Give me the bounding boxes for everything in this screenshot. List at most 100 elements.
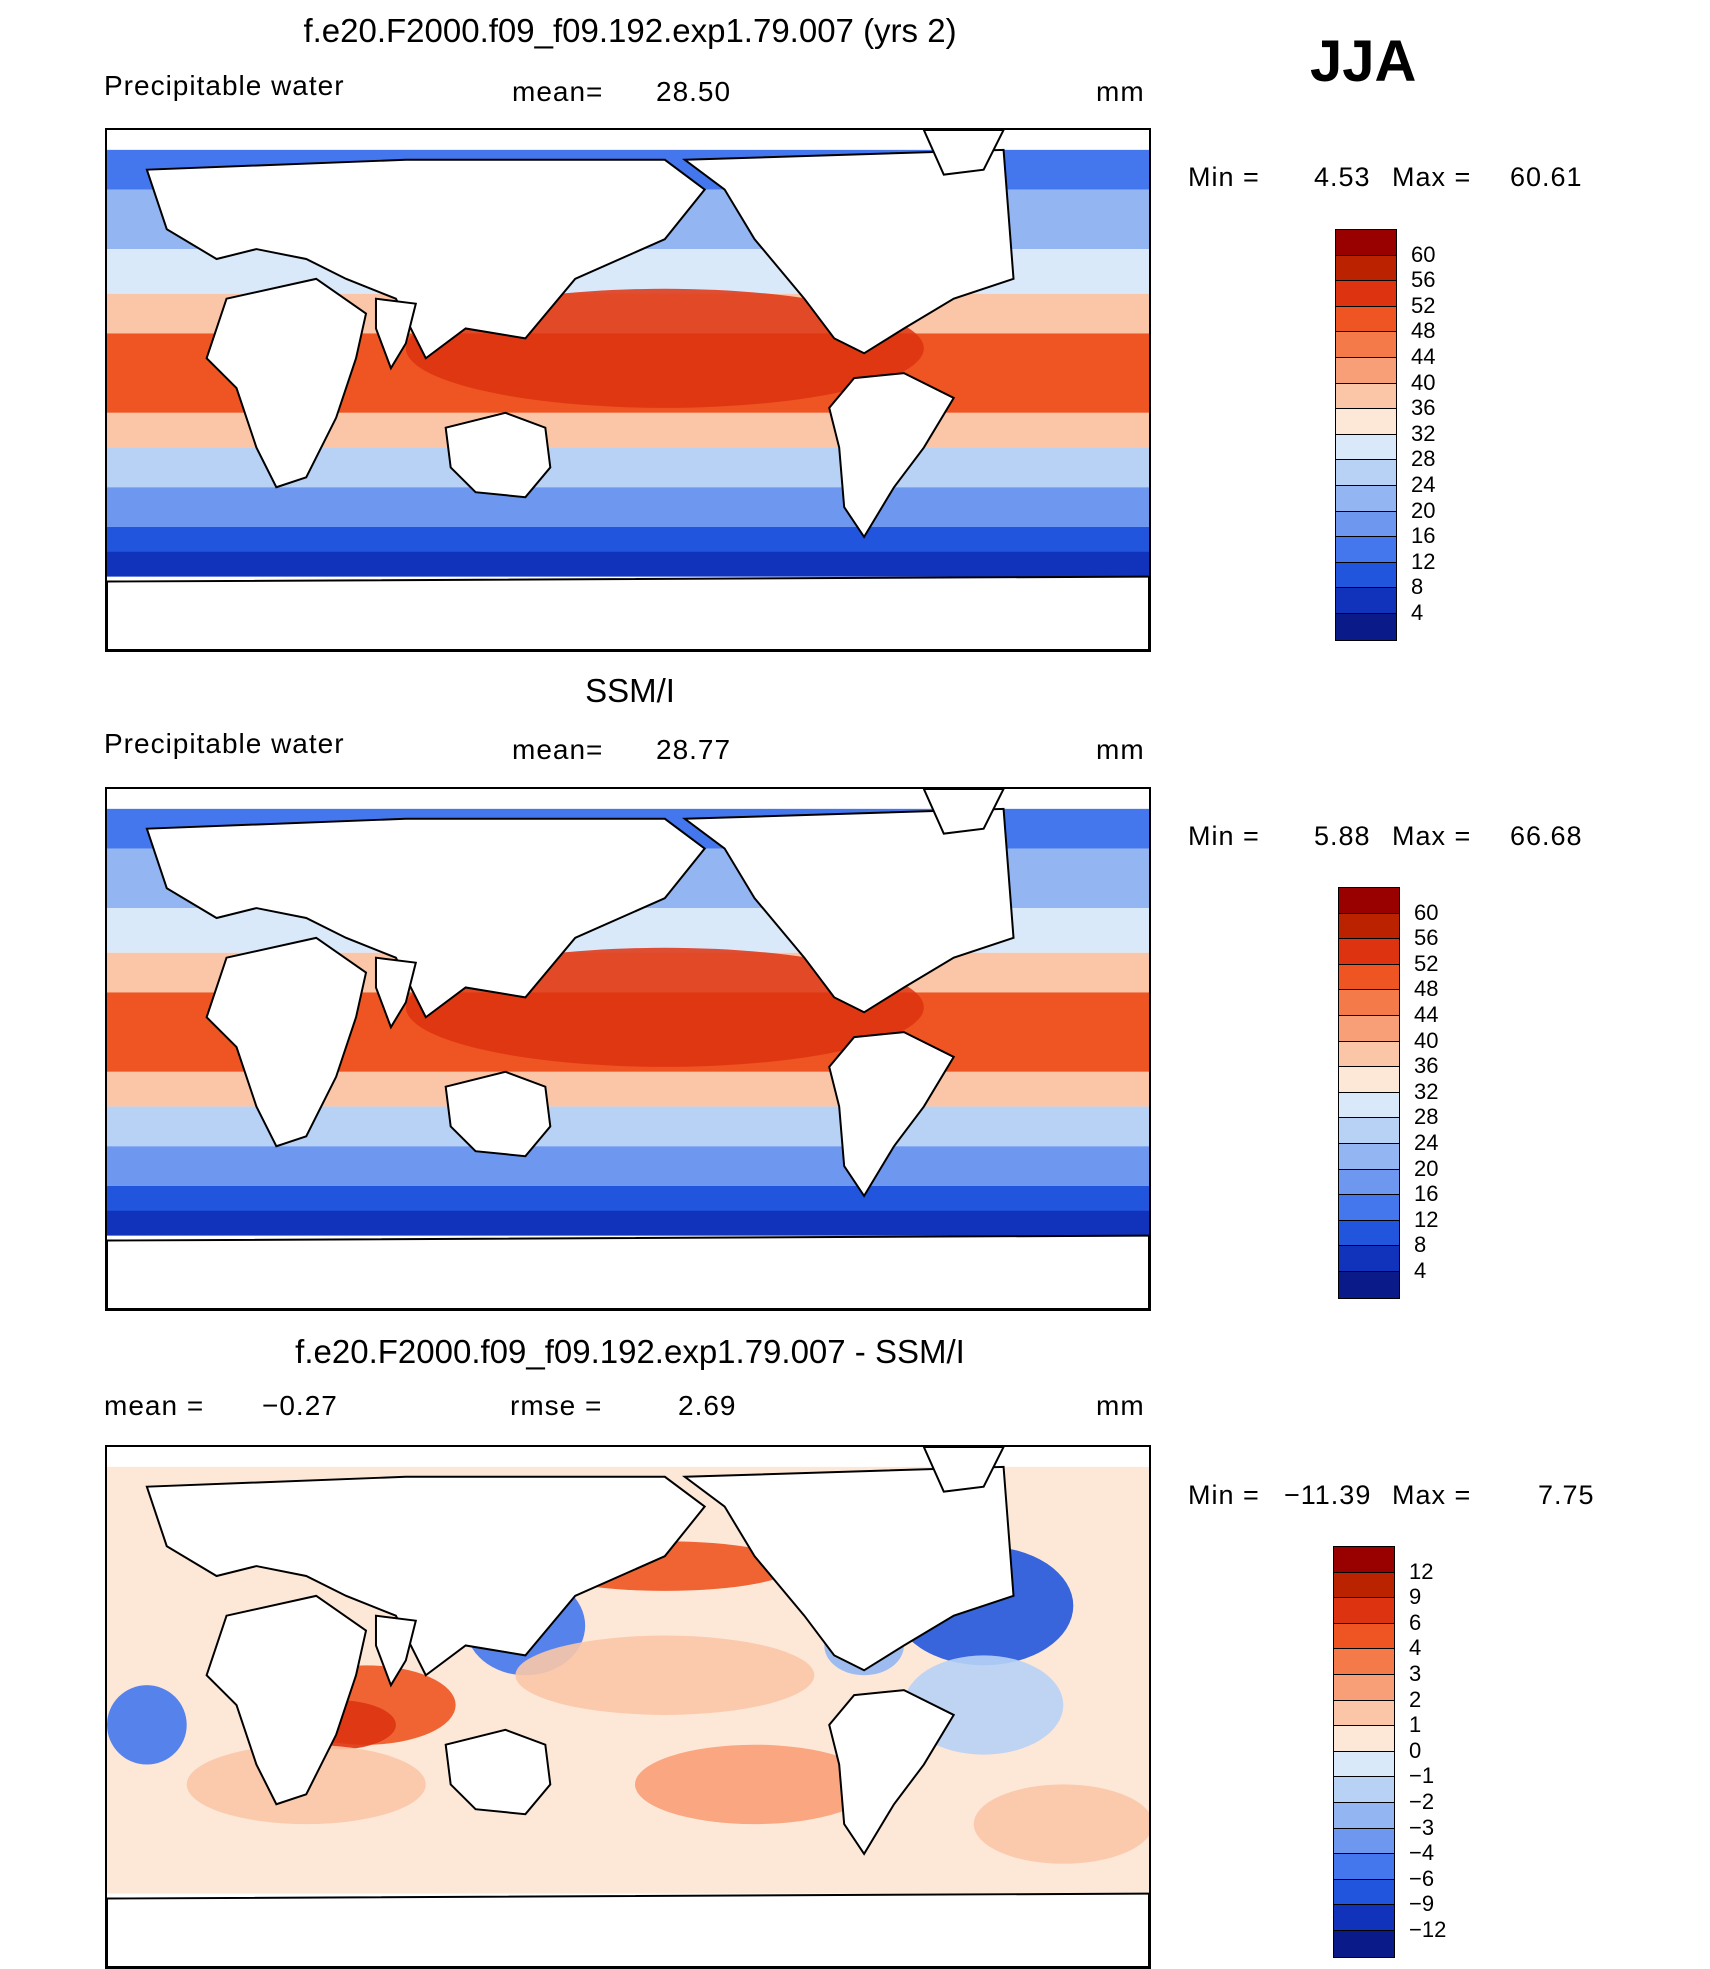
colorbar-tick-label: 24 [1414,1130,1439,1155]
map-frame [105,128,1151,652]
colorbar-swatch [1339,1067,1399,1093]
field-band [107,551,1149,577]
colorbar-tick-label: 16 [1411,523,1436,549]
colorbar-tick-label: 20 [1411,497,1436,523]
colorbar-swatch [1334,1777,1394,1803]
colorbar-swatch [1339,1041,1399,1068]
colorbar-swatch [1336,383,1396,410]
colorbar-tick-label: 4 [1411,600,1424,625]
colorbar-swatch [1334,1572,1394,1599]
colorbar-tick-label: 20 [1414,1155,1439,1181]
min-value: −11.39 [1284,1480,1372,1510]
rmse-label: rmse = [510,1390,603,1421]
colorbar-tick-label: 12 [1411,548,1436,574]
continent-outline [922,1447,1005,1493]
colorbar-tick-label: −4 [1409,1840,1435,1866]
continent-outline [145,158,707,360]
colorbar-tick-label: 32 [1414,1078,1439,1104]
continent-outline [444,1728,552,1816]
units-label: mm [1096,76,1145,107]
colorbar-swatch [1336,306,1396,333]
colorbar-tick-label: 6 [1409,1609,1422,1635]
colorbar-swatch [1336,460,1396,486]
colorbar-tick-label: 36 [1411,395,1436,421]
difference-map [107,1447,1149,1967]
season-label: JJA [1310,29,1417,94]
colorbar-swatch [1334,1623,1394,1650]
colorbar-tick-label: 1 [1409,1712,1422,1738]
colorbar-tick-label: −1 [1409,1763,1435,1789]
continent-outline [828,1031,956,1198]
colorbar-tick-label: 32 [1411,420,1436,446]
colorbar-swatches [1335,229,1397,641]
colorbar-swatches [1333,1546,1395,1958]
max-label: Max = [1392,162,1472,192]
colorbar-swatch [1336,511,1396,538]
panel-title: SSM/I [585,672,675,709]
rmse-value: 2.69 [678,1390,737,1421]
colorbar-swatch [1339,913,1399,940]
map-frame [105,787,1151,1311]
mean-value: 28.50 [656,76,732,107]
colorbar-swatch [1336,434,1396,461]
colorbar-tick-label: 36 [1414,1053,1439,1079]
max-value: 7.75 [1538,1480,1595,1510]
colorbar-swatch [1334,1649,1394,1675]
colorbar-tick-label: −12 [1409,1917,1447,1942]
colorbar-swatch [1339,964,1399,991]
colorbar-swatch [1339,1092,1399,1119]
panel-title: f.e20.F2000.f09_f09.192.exp1.79.007 (yrs… [303,12,957,49]
continent-outline [374,956,418,1030]
colorbar-tick-label: −6 [1409,1865,1435,1891]
colorbar-swatch [1334,1930,1394,1957]
colorbar-tick-label: 48 [1414,976,1439,1002]
colorbar-swatch [1334,1802,1394,1829]
colorbar-tick-label: 12 [1409,1558,1434,1584]
colorbar-tick-label: 28 [1414,1104,1439,1130]
continent-outline [107,1234,1149,1309]
colorbar-swatch [1336,588,1396,614]
variable-label: Precipitable water [104,728,345,759]
colorbar-swatch [1334,1547,1394,1573]
continent-outline [145,817,707,1019]
colorbar-swatch [1336,613,1396,640]
mean-label: mean= [512,734,604,765]
colorbar-swatch [1336,281,1396,307]
mean-value: −0.27 [262,1390,338,1421]
colorbar-swatch [1334,1751,1394,1778]
colorbar-swatch [1339,1169,1399,1196]
colorbar-tick-label: 52 [1411,292,1436,318]
colorbar-swatch [1334,1700,1394,1727]
anomaly-region [634,1744,875,1825]
continent-outline [681,1465,1015,1672]
colorbar-swatch [1339,888,1399,914]
min-value: 4.53 [1314,162,1371,192]
colorbar-tick-label: −2 [1409,1789,1435,1814]
colorbar-tick-label: 0 [1409,1737,1422,1763]
colorbar-swatch [1339,1015,1399,1042]
continent-outline [107,575,1149,650]
continent-outline [922,130,1005,176]
colorbar-swatch [1339,1195,1399,1221]
continent-outline [107,1892,1149,1967]
mean-label: mean= [512,76,604,107]
mean-label: mean = [104,1390,205,1421]
units-label: mm [1096,734,1145,765]
continent-outline [444,411,552,499]
colorbar-tick-label: 52 [1414,950,1439,976]
continent-outline [374,297,418,371]
continent-outline [444,1070,552,1158]
panel-title: f.e20.F2000.f09_f09.192.exp1.79.007 - SS… [295,1333,965,1370]
continent-outline [205,1594,368,1806]
colorbar-tick-label: 60 [1414,899,1439,925]
colorbar-tick-label: 16 [1414,1181,1439,1207]
colorbar-swatch [1339,1118,1399,1144]
colorbar-swatch [1339,1220,1399,1247]
colorbar-tick-label: 40 [1414,1027,1439,1053]
colorbar-tick-label: 28 [1411,446,1436,472]
colorbar-tick-label: 4 [1414,1258,1427,1283]
colorbar-swatch [1336,332,1396,358]
colorbar-swatch [1336,409,1396,435]
max-value: 66.68 [1510,821,1583,851]
colorbar-tick-label: 56 [1414,925,1439,951]
